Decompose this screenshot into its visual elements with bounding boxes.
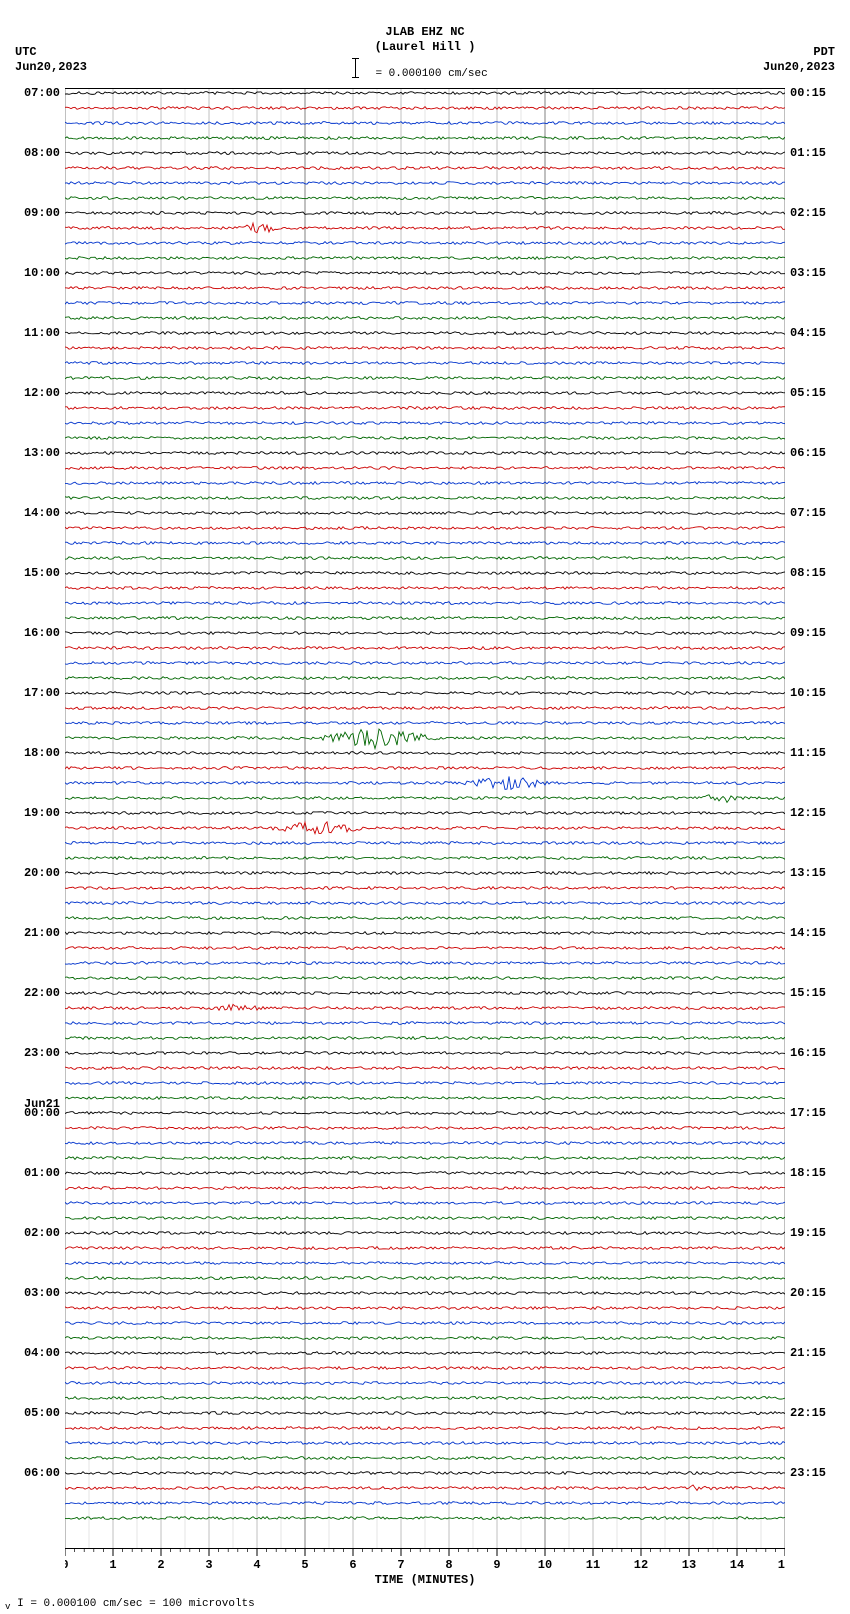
utc-time-label: 16:00 <box>24 626 60 640</box>
svg-text:14: 14 <box>730 1558 744 1572</box>
svg-text:1: 1 <box>109 1558 116 1572</box>
utc-time-label: 11:00 <box>24 326 60 340</box>
pdt-time-label: 11:15 <box>790 746 826 760</box>
svg-text:6: 6 <box>349 1558 356 1572</box>
svg-text:5: 5 <box>301 1558 308 1572</box>
utc-time-label: 09:00 <box>24 206 60 220</box>
utc-time-label: 08:00 <box>24 146 60 160</box>
utc-time-label: 22:00 <box>24 986 60 1000</box>
utc-time-label: 12:00 <box>24 386 60 400</box>
svg-text:15: 15 <box>778 1558 785 1572</box>
date-left: Jun20,2023 <box>15 60 87 74</box>
utc-time-label: 06:00 <box>24 1466 60 1480</box>
footer-scale: v I = 0.000100 cm/sec = 100 microvolts <box>5 1598 255 1612</box>
seismogram-container: JLAB EHZ NC (Laurel Hill ) I = 0.000100 … <box>0 0 850 1613</box>
utc-time-label: 23:00 <box>24 1046 60 1060</box>
timezone-right: PDT <box>813 45 835 59</box>
utc-time-label: 18:00 <box>24 746 60 760</box>
pdt-time-label: 14:15 <box>790 926 826 940</box>
pdt-time-label: 12:15 <box>790 806 826 820</box>
svg-text:3: 3 <box>205 1558 212 1572</box>
station-title: JLAB EHZ NC <box>0 25 850 39</box>
utc-time-label: 07:00 <box>24 86 60 100</box>
pdt-time-label: 05:15 <box>790 386 826 400</box>
pdt-time-label: 04:15 <box>790 326 826 340</box>
day-break-label: Jun21 <box>24 1097 60 1111</box>
scale-text: I = 0.000100 cm/sec <box>0 68 850 80</box>
date-right: Jun20,2023 <box>763 60 835 74</box>
pdt-time-label: 02:15 <box>790 206 826 220</box>
svg-text:7: 7 <box>397 1558 404 1572</box>
pdt-time-label: 19:15 <box>790 1226 826 1240</box>
pdt-time-label: 22:15 <box>790 1406 826 1420</box>
svg-text:10: 10 <box>538 1558 552 1572</box>
pdt-time-label: 18:15 <box>790 1166 826 1180</box>
utc-time-label: 03:00 <box>24 1286 60 1300</box>
utc-time-label: 02:00 <box>24 1226 60 1240</box>
svg-text:9: 9 <box>493 1558 500 1572</box>
x-axis: 0123456789101112131415 TIME (MINUTES) <box>65 1548 785 1588</box>
svg-text:4: 4 <box>253 1558 260 1572</box>
pdt-time-label: 07:15 <box>790 506 826 520</box>
location-subtitle: (Laurel Hill ) <box>0 40 850 54</box>
utc-time-label: 15:00 <box>24 566 60 580</box>
svg-text:11: 11 <box>586 1558 600 1572</box>
pdt-time-label: 10:15 <box>790 686 826 700</box>
pdt-time-label: 16:15 <box>790 1046 826 1060</box>
utc-time-label: 17:00 <box>24 686 60 700</box>
svg-text:8: 8 <box>445 1558 452 1572</box>
utc-time-label: 20:00 <box>24 866 60 880</box>
pdt-time-label: 08:15 <box>790 566 826 580</box>
timezone-left: UTC <box>15 45 37 59</box>
utc-time-label: 05:00 <box>24 1406 60 1420</box>
pdt-time-label: 17:15 <box>790 1106 826 1120</box>
utc-time-label: 13:00 <box>24 446 60 460</box>
svg-text:2: 2 <box>157 1558 164 1572</box>
utc-time-label: 04:00 <box>24 1346 60 1360</box>
utc-time-label: 19:00 <box>24 806 60 820</box>
seismogram-plot: 07:0008:0009:0010:0011:0012:0013:0014:00… <box>65 88 785 1549</box>
pdt-time-label: 01:15 <box>790 146 826 160</box>
x-axis-label: TIME (MINUTES) <box>65 1573 785 1587</box>
svg-text:12: 12 <box>634 1558 648 1572</box>
pdt-time-label: 09:15 <box>790 626 826 640</box>
utc-time-label: 10:00 <box>24 266 60 280</box>
pdt-time-label: 23:15 <box>790 1466 826 1480</box>
utc-time-label: 14:00 <box>24 506 60 520</box>
pdt-time-label: 06:15 <box>790 446 826 460</box>
pdt-time-label: 03:15 <box>790 266 826 280</box>
utc-time-label: 21:00 <box>24 926 60 940</box>
pdt-time-label: 15:15 <box>790 986 826 1000</box>
utc-time-label: 01:00 <box>24 1166 60 1180</box>
pdt-time-label: 00:15 <box>790 86 826 100</box>
pdt-time-label: 13:15 <box>790 866 826 880</box>
svg-text:0: 0 <box>65 1558 69 1572</box>
pdt-time-label: 21:15 <box>790 1346 826 1360</box>
svg-text:13: 13 <box>682 1558 696 1572</box>
pdt-time-label: 20:15 <box>790 1286 826 1300</box>
